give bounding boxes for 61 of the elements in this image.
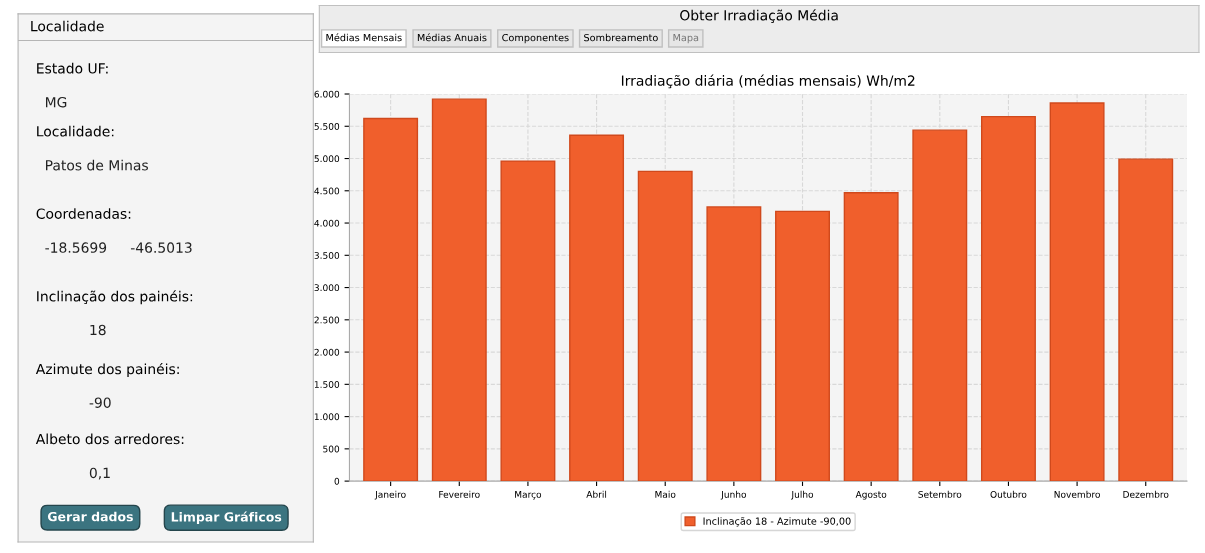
x-tick-label: Junho <box>720 490 747 500</box>
y-tick-label: 0 <box>334 477 340 485</box>
text: Patos de Minas <box>46 159 148 171</box>
text: Azimute dos painéis: <box>35 362 179 377</box>
bar <box>363 117 419 482</box>
text: Estado UF: <box>37 62 108 74</box>
bar <box>431 98 487 482</box>
y-tick-label: 2.000 <box>314 348 340 356</box>
text: Limpar Gráficos <box>171 511 282 525</box>
text: -18.5699 <box>45 242 107 253</box>
text: 0,1 <box>89 467 110 480</box>
y-tick-label: 3.500 <box>314 252 340 259</box>
text: Mapa <box>673 34 699 44</box>
x-tick-label: Setembro <box>918 490 962 498</box>
chart-title: Irradiação diária (médias mensais) Wh/m2 <box>621 74 915 89</box>
text: -46.5013 <box>130 242 192 253</box>
y-tick-label: 6.000 <box>314 90 340 98</box>
y-tick-label: 2.500 <box>314 316 340 324</box>
bar <box>637 170 693 482</box>
text: 18 <box>90 324 106 336</box>
bar <box>843 192 899 482</box>
x-tick-label: Março <box>515 491 542 500</box>
x-tick-label: Maio <box>655 490 676 498</box>
text: Obter Irradiação Média <box>680 9 838 24</box>
x-tick-label: Abril <box>586 490 607 498</box>
y-tick-label: 4.500 <box>314 187 340 195</box>
text: MG <box>46 96 67 108</box>
y-tick-label: 5.500 <box>314 123 340 130</box>
text: Coordenadas: <box>36 208 131 219</box>
text: Albeto dos arredores: <box>35 433 184 445</box>
text: Sombreamento <box>584 33 658 42</box>
y-tick-label: 4.000 <box>314 219 340 227</box>
x-tick-label: Novembro <box>1054 490 1100 498</box>
bar <box>980 115 1036 482</box>
x-tick-label: Janeiro <box>374 490 406 500</box>
bar <box>1118 158 1174 482</box>
x-tick-label: Fevereiro <box>439 490 480 498</box>
y-tick-label: 500 <box>323 445 340 453</box>
y-tick-label: 1.000 <box>314 413 340 421</box>
bar <box>912 129 968 482</box>
x-tick-label: Outubro <box>990 490 1027 498</box>
text: Médias Anuais <box>417 33 487 42</box>
legend-label: Inclinação 18 - Azimute -90,00 <box>703 517 851 527</box>
x-tick-label: Dezembro <box>1123 490 1169 498</box>
x-tick-label: Julho <box>790 490 814 500</box>
x-tick-label: Agosto <box>855 491 887 500</box>
text: -90 <box>89 397 111 408</box>
bar <box>1049 102 1105 482</box>
y-tick-label: 3.000 <box>314 284 340 292</box>
text: Localidade: <box>37 125 114 137</box>
y-tick-label: 5.000 <box>314 155 340 163</box>
bar <box>775 210 830 482</box>
bar <box>569 134 625 482</box>
bar <box>500 160 556 482</box>
text: Inclinação dos painéis: <box>37 290 193 305</box>
text: Componentes <box>502 33 569 44</box>
y-tick-label: 1.500 <box>314 381 340 388</box>
text: Localidade <box>31 20 104 32</box>
text: Médias Mensais <box>326 33 402 42</box>
bar <box>706 206 762 482</box>
text: Gerar dados <box>47 511 133 522</box>
